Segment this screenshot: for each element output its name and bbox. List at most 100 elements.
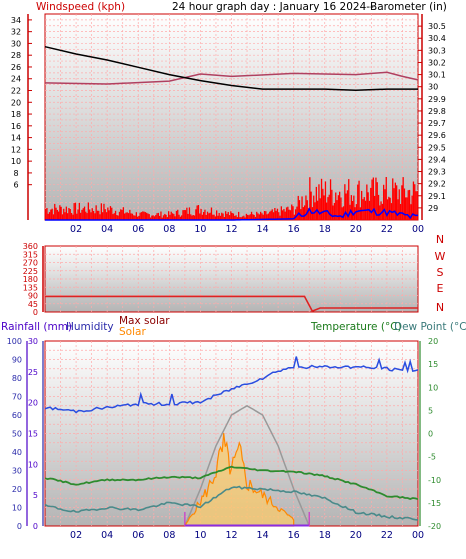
barometer-tick-label: 30.3: [428, 46, 446, 55]
temperature-tick-label: 5: [428, 406, 433, 415]
wind-speed-bar: [301, 196, 303, 220]
wind-speed-bar: [406, 197, 408, 220]
wind-speed-bar: [47, 213, 49, 220]
wind-speed-bar: [157, 212, 159, 220]
wind-speed-bar: [164, 213, 166, 220]
humidity-tick-label: 100: [7, 337, 22, 346]
wind-speed-bar: [266, 214, 268, 220]
wind-speed-bar: [315, 186, 317, 220]
wind-speed-bar: [333, 202, 336, 220]
wind-speed-bar: [148, 214, 150, 220]
wind-speed-bar: [46, 208, 48, 220]
rainfall-tick-label: 10: [28, 460, 38, 469]
barometer-tick-label: 29.6: [428, 131, 446, 140]
wind-speed-bar: [249, 214, 251, 220]
humidity-tick-label: 80: [12, 374, 22, 383]
wind-speed-bar: [52, 214, 55, 220]
wind-speed-bar: [342, 206, 345, 220]
wind-speed-bar: [205, 214, 207, 220]
max-solar-label: Max solar: [119, 315, 170, 327]
temperature-tick-label: 15: [428, 360, 438, 369]
wind-speed-bar: [51, 208, 53, 220]
wind-speed-bar: [410, 204, 412, 220]
wind-speed-bar: [353, 195, 355, 220]
wind-speed-bar: [153, 216, 156, 220]
wind-speed-bar: [102, 212, 104, 220]
wind-speed-bar: [257, 213, 259, 220]
wind-speed-bar: [214, 216, 216, 220]
wind-speed-bar: [151, 215, 153, 220]
wind-speed-bar: [178, 214, 180, 220]
barometer-tick-label: 29.8: [428, 107, 446, 116]
wind-speed-bar: [54, 203, 56, 220]
wind-speed-bar: [91, 208, 93, 220]
direction-tick-label: 180: [23, 275, 38, 284]
x-tick-label: 12: [225, 530, 237, 541]
wind-speed-bar: [107, 207, 109, 220]
wind-speed-bar: [68, 208, 70, 220]
wind-speed-bar: [328, 194, 330, 220]
wind-speed-bar: [175, 210, 178, 220]
wind-speed-bar: [217, 215, 219, 220]
wind-speed-bar: [73, 203, 75, 220]
wind-speed-bar: [109, 206, 112, 220]
wind-speed-bar: [256, 211, 258, 220]
wind-speed-bar: [261, 213, 263, 220]
temperature-tick-label: 20: [428, 337, 438, 346]
wind-speed-bar: [397, 199, 399, 220]
wind-speed-bar: [415, 191, 417, 220]
panel-wind-barometer-background: [44, 13, 419, 221]
wind-speed-bar: [122, 207, 124, 220]
direction-tick-label: 270: [23, 259, 38, 268]
wind-speed-bar: [196, 205, 198, 220]
humidity-axis-title: Humidity: [66, 321, 114, 333]
wind-speed-bar: [144, 212, 146, 220]
wind-speed-bar: [324, 181, 327, 220]
wind-speed-bar: [85, 211, 87, 220]
wind-speed-bar: [173, 213, 175, 220]
wind-speed-bar: [363, 197, 365, 220]
x-tick-label: 20: [350, 530, 362, 541]
wind-speed-bar: [252, 214, 254, 220]
windspeed-tick-label: 18: [11, 110, 21, 119]
wind-speed-bar: [234, 215, 236, 220]
rainfall-tick-label: 5: [33, 491, 38, 500]
windspeed-tick-label: 6: [13, 181, 18, 190]
wind-speed-bar: [206, 211, 209, 220]
wind-speed-bar: [70, 213, 73, 220]
wind-speed-bar: [263, 211, 266, 220]
wind-speed-bar: [94, 213, 96, 220]
wind-speed-bar: [179, 216, 181, 220]
wind-speed-bar: [87, 202, 89, 220]
barometer-tick-label: 30.1: [428, 71, 446, 80]
wind-speed-bar: [414, 184, 416, 220]
windspeed-tick-label: 16: [11, 122, 21, 131]
wind-speed-bar: [341, 207, 343, 220]
wind-speed-bar: [78, 202, 80, 220]
wind-speed-bar: [296, 206, 298, 220]
wind-speed-bar: [133, 215, 135, 220]
wind-speed-bar: [323, 195, 325, 220]
wind-speed-bar: [140, 212, 143, 220]
wind-speed-bar: [405, 197, 407, 220]
temperature-tick-label: -15: [428, 499, 441, 508]
wind-speed-bar: [204, 209, 206, 220]
wind-speed-bar: [190, 214, 192, 220]
wind-speed-bar: [407, 190, 409, 220]
wind-speed-bar: [295, 209, 297, 220]
wind-speed-bar: [279, 215, 281, 220]
wind-speed-bar: [143, 211, 145, 220]
windspeed-tick-label: 12: [11, 145, 21, 154]
wind-speed-bar: [329, 179, 332, 220]
temperature-tick-label: -10: [428, 476, 441, 485]
wind-speed-bar: [188, 207, 191, 220]
x-tick-label: 00: [412, 530, 424, 541]
wind-speed-bar: [161, 217, 163, 220]
x-tick-label: 16: [288, 224, 300, 235]
windspeed-tick-label: 32: [11, 28, 21, 37]
wind-speed-bar: [61, 214, 64, 220]
wind-speed-bar: [313, 195, 315, 220]
wind-speed-bar: [270, 210, 272, 220]
wind-speed-bar: [213, 214, 215, 220]
wind-speed-bar: [376, 182, 378, 220]
